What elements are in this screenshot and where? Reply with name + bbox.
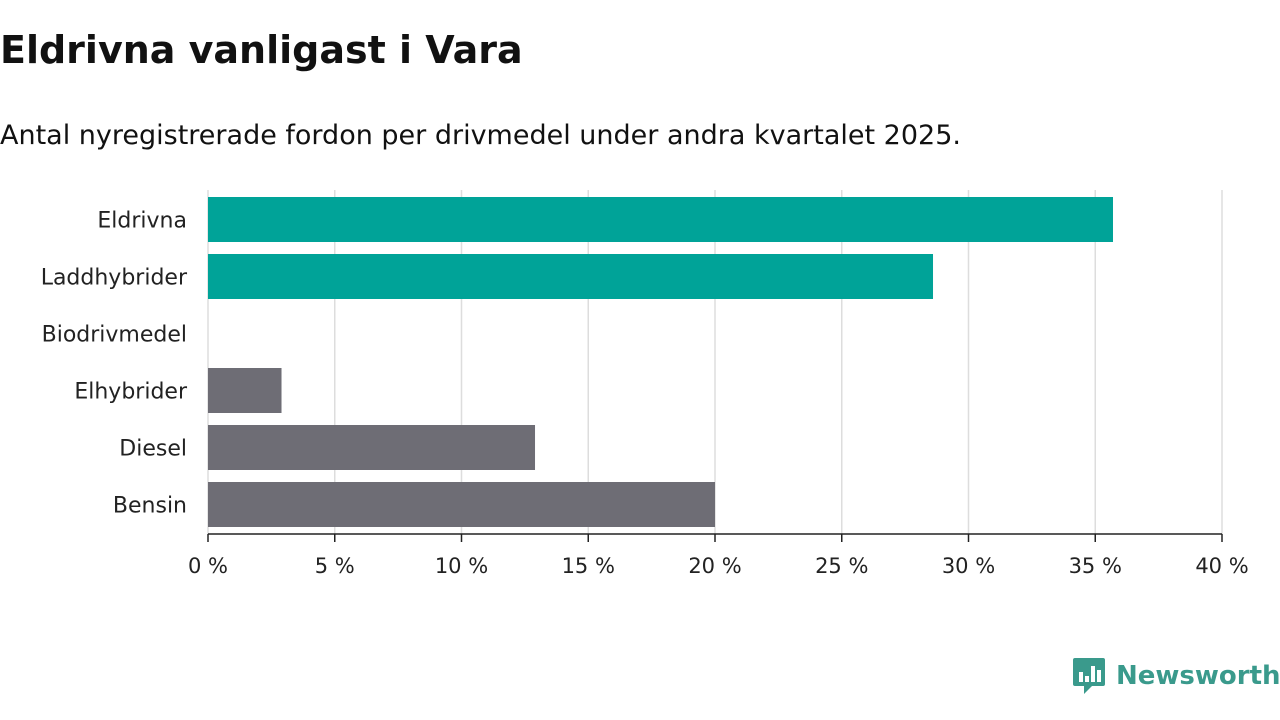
bar (208, 482, 715, 527)
category-label: Laddhybrider (41, 266, 188, 291)
category-label: Diesel (119, 437, 187, 462)
brand-logo: Newsworthy (1072, 656, 1280, 696)
brand-name: Newsworthy (1116, 661, 1280, 691)
bar (208, 368, 282, 413)
x-tick-label: 35 % (1069, 554, 1122, 578)
x-tick-label: 0 % (188, 554, 228, 578)
x-tick-label: 15 % (562, 554, 615, 578)
newsworthy-logo-icon (1073, 658, 1105, 694)
category-label: Eldrivna (97, 209, 187, 234)
x-axis: 0 % 5 % 10 % 15 % 20 % 25 % 30 % 35 % 40 % (188, 533, 1249, 578)
x-tick-label: 30 % (942, 554, 995, 578)
x-tick-label: 10 % (435, 554, 488, 578)
bars (208, 197, 1113, 527)
chart-subtitle: Antal nyregistrerade fordon per drivmede… (0, 120, 961, 151)
x-tick-label: 40 % (1195, 554, 1248, 578)
category-label: Bensin (113, 494, 187, 519)
bar (208, 254, 934, 299)
x-tick-label: 25 % (815, 554, 868, 578)
category-label: Elhybrider (74, 380, 188, 405)
chart-title: Eldrivna vanligast i Vara (0, 28, 523, 72)
x-tick-label: 20 % (688, 554, 741, 578)
category-labels: Eldrivna Laddhybrider Biodrivmedel Elhybrid… (41, 209, 188, 519)
x-tick-label: 5 % (315, 554, 355, 578)
grid-lines (207, 190, 1223, 534)
category-label: Biodrivmedel (42, 323, 187, 348)
bar (208, 197, 1113, 242)
bar (208, 425, 536, 470)
